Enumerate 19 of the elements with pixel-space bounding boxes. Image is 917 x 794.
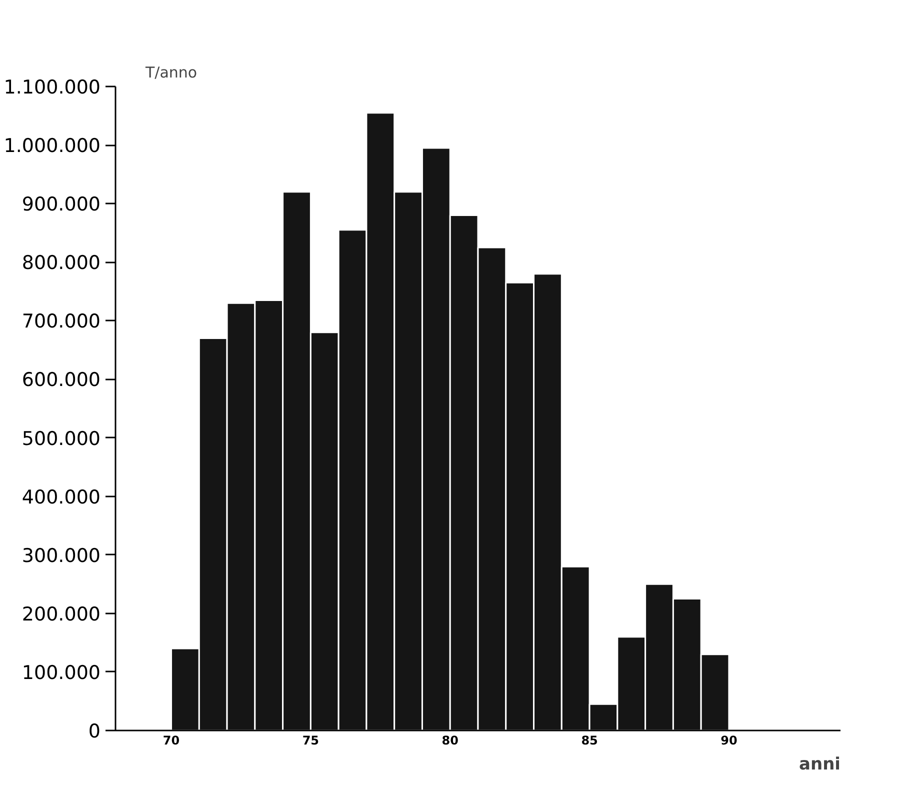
x-axis-title: anni	[798, 754, 841, 774]
y-tick-label: 800.000	[22, 252, 101, 274]
y-tick-label: 200.000	[22, 603, 101, 626]
y-tick-label: 600.000	[22, 369, 101, 392]
x-tick-label: 75	[302, 734, 320, 748]
x-tick-label: 80	[442, 734, 458, 748]
x-tick-label: 85	[581, 734, 598, 748]
y-tick-label: 300.000	[22, 544, 101, 567]
y-tick-label: 1.000.000	[4, 135, 101, 158]
y-tick-label: 400.000	[22, 486, 101, 508]
y-tick-label: 700.000	[22, 310, 101, 333]
x-tick-label: 90	[720, 734, 738, 748]
y-tick-label: 900.000	[22, 194, 101, 216]
y-axis-title: T/anno	[144, 64, 198, 82]
x-tick-label: 70	[162, 734, 180, 748]
y-tick-label: 100.000	[22, 662, 101, 684]
y-tick-label: 500.000	[22, 428, 101, 450]
y-tick-label: 1.100.000	[4, 76, 101, 98]
y-tick-label: 0	[88, 720, 101, 742]
